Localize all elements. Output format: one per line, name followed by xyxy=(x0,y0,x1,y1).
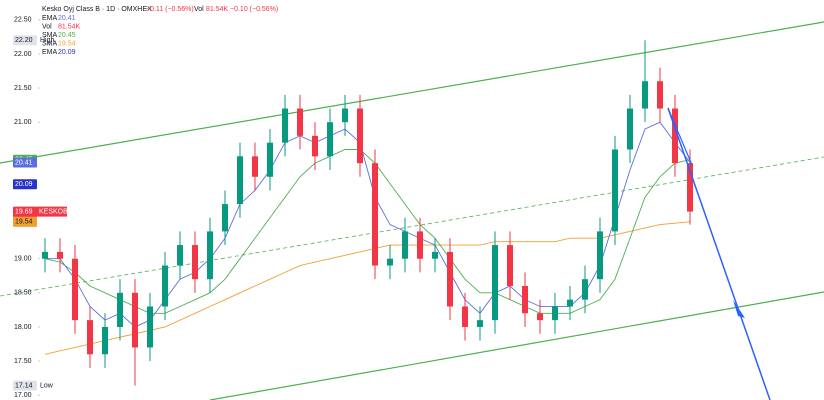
legend-name: SMA xyxy=(42,32,58,39)
candle-body xyxy=(432,251,438,259)
arrow-head xyxy=(733,300,745,318)
candle-body xyxy=(447,251,453,307)
legend: Kesko Oyj Class B · 1D · OMXHEX −0.11 (−… xyxy=(42,6,278,56)
price-label-box xyxy=(13,35,37,46)
channel-upper xyxy=(0,21,824,164)
y-tick-label: 21.50 xyxy=(14,85,32,92)
candle-body xyxy=(57,251,63,259)
candle-body xyxy=(147,306,153,348)
candle-body xyxy=(297,108,303,136)
candle-body xyxy=(582,279,588,300)
candle-body xyxy=(267,142,273,177)
candle-body xyxy=(387,258,393,266)
change: −0.10 (−0.56%) xyxy=(230,6,278,13)
candle-body xyxy=(162,265,168,307)
candle-body xyxy=(522,286,528,314)
candle-body xyxy=(597,231,603,280)
candle-body xyxy=(102,326,108,355)
price-tag-box xyxy=(37,206,67,217)
price-label-text: 19.69 xyxy=(15,208,33,215)
candle-body xyxy=(372,163,378,266)
candle-body xyxy=(672,108,678,164)
candle-body xyxy=(117,292,123,327)
symbol-title: Kesko Oyj Class B · 1D · OMXHEX xyxy=(42,6,152,13)
y-tick-label: 19.00 xyxy=(14,256,32,263)
y-tick-label: 22.50 xyxy=(14,17,32,24)
y-tick-label: 18.50 xyxy=(14,290,32,297)
price-label: 20.41 xyxy=(13,157,37,168)
candle-body xyxy=(462,306,468,327)
legend-name: EMA xyxy=(42,15,58,22)
candle-body xyxy=(477,320,483,327)
price-label-text: 20.41 xyxy=(15,159,33,166)
candle-body xyxy=(417,231,423,259)
price-label-box xyxy=(13,157,37,168)
price-label-text: 19.54 xyxy=(15,219,33,226)
candle-body xyxy=(642,81,648,109)
vol-label: Vol xyxy=(194,6,204,13)
candle-body xyxy=(42,251,48,259)
candle-body xyxy=(687,163,693,212)
plot-area xyxy=(42,40,693,386)
candle-body xyxy=(192,245,198,280)
price-tag: KESKOB xyxy=(39,208,68,215)
price-label-text: 20.09 xyxy=(15,181,33,188)
price-label-box xyxy=(13,380,37,391)
candle-body xyxy=(87,320,93,355)
forecast-arrow xyxy=(667,107,771,400)
candle-body xyxy=(132,292,138,348)
candle-body xyxy=(492,245,498,321)
price-label: 19.54 xyxy=(13,216,37,227)
candle-body xyxy=(402,231,408,259)
candle-body xyxy=(207,231,213,280)
legend-value: 81.54K xyxy=(58,23,81,30)
candle-body xyxy=(552,306,558,321)
candle-body xyxy=(657,81,663,109)
candle-body xyxy=(237,156,243,205)
y-tick-label: 22.00 xyxy=(14,51,32,58)
price-label-text: 17.14 xyxy=(15,383,33,390)
legend-value: 20.41 xyxy=(58,15,76,22)
legend-value: 20.09 xyxy=(58,49,76,56)
y-tick-label: 21.00 xyxy=(14,119,32,126)
price-label-box xyxy=(13,216,37,227)
price-label-box xyxy=(13,179,37,190)
y-tick-label: 18.00 xyxy=(14,324,32,331)
legend-value: 20.45 xyxy=(58,32,76,39)
legend-name: EMA xyxy=(42,49,58,56)
candle-body xyxy=(567,299,573,307)
legend-name: Vol xyxy=(42,23,52,30)
candle-body xyxy=(177,245,183,266)
price-tag: Low xyxy=(40,383,54,390)
candle-body xyxy=(612,149,618,232)
candle-body xyxy=(282,108,288,143)
candle-body xyxy=(222,204,228,232)
legend-name: SMA xyxy=(42,40,58,47)
candle-body xyxy=(252,156,258,177)
price-label: 20.09 xyxy=(13,179,37,190)
legend-value: 19.54 xyxy=(58,40,76,47)
channel-lower xyxy=(209,291,824,400)
price-label-box xyxy=(13,206,37,217)
price-label: 17.14 Low xyxy=(13,380,54,391)
price-label: 22.20 High xyxy=(13,35,55,46)
candle-body xyxy=(627,108,633,150)
candle-body xyxy=(537,313,543,321)
price-axis: 22.50 22.00 21.50 21.00 19.00 18.50 18.00 17.50… xyxy=(13,17,68,399)
candle-body xyxy=(72,258,78,321)
candle-body xyxy=(327,122,333,157)
candle-body xyxy=(507,245,513,287)
change: −0.11 (−0.56%) xyxy=(146,6,194,13)
channel-midline xyxy=(0,156,824,297)
y-tick-label: 17.50 xyxy=(14,358,32,365)
vol-value: 81.54K xyxy=(206,6,229,13)
candle-body xyxy=(357,108,363,164)
price-label-text: 22.20 xyxy=(15,37,33,44)
y-tick-label: 17.00 xyxy=(14,392,32,399)
candle-body xyxy=(312,135,318,157)
candle-body xyxy=(342,108,348,123)
price-tag: High xyxy=(40,37,55,44)
trend-line xyxy=(667,107,693,166)
